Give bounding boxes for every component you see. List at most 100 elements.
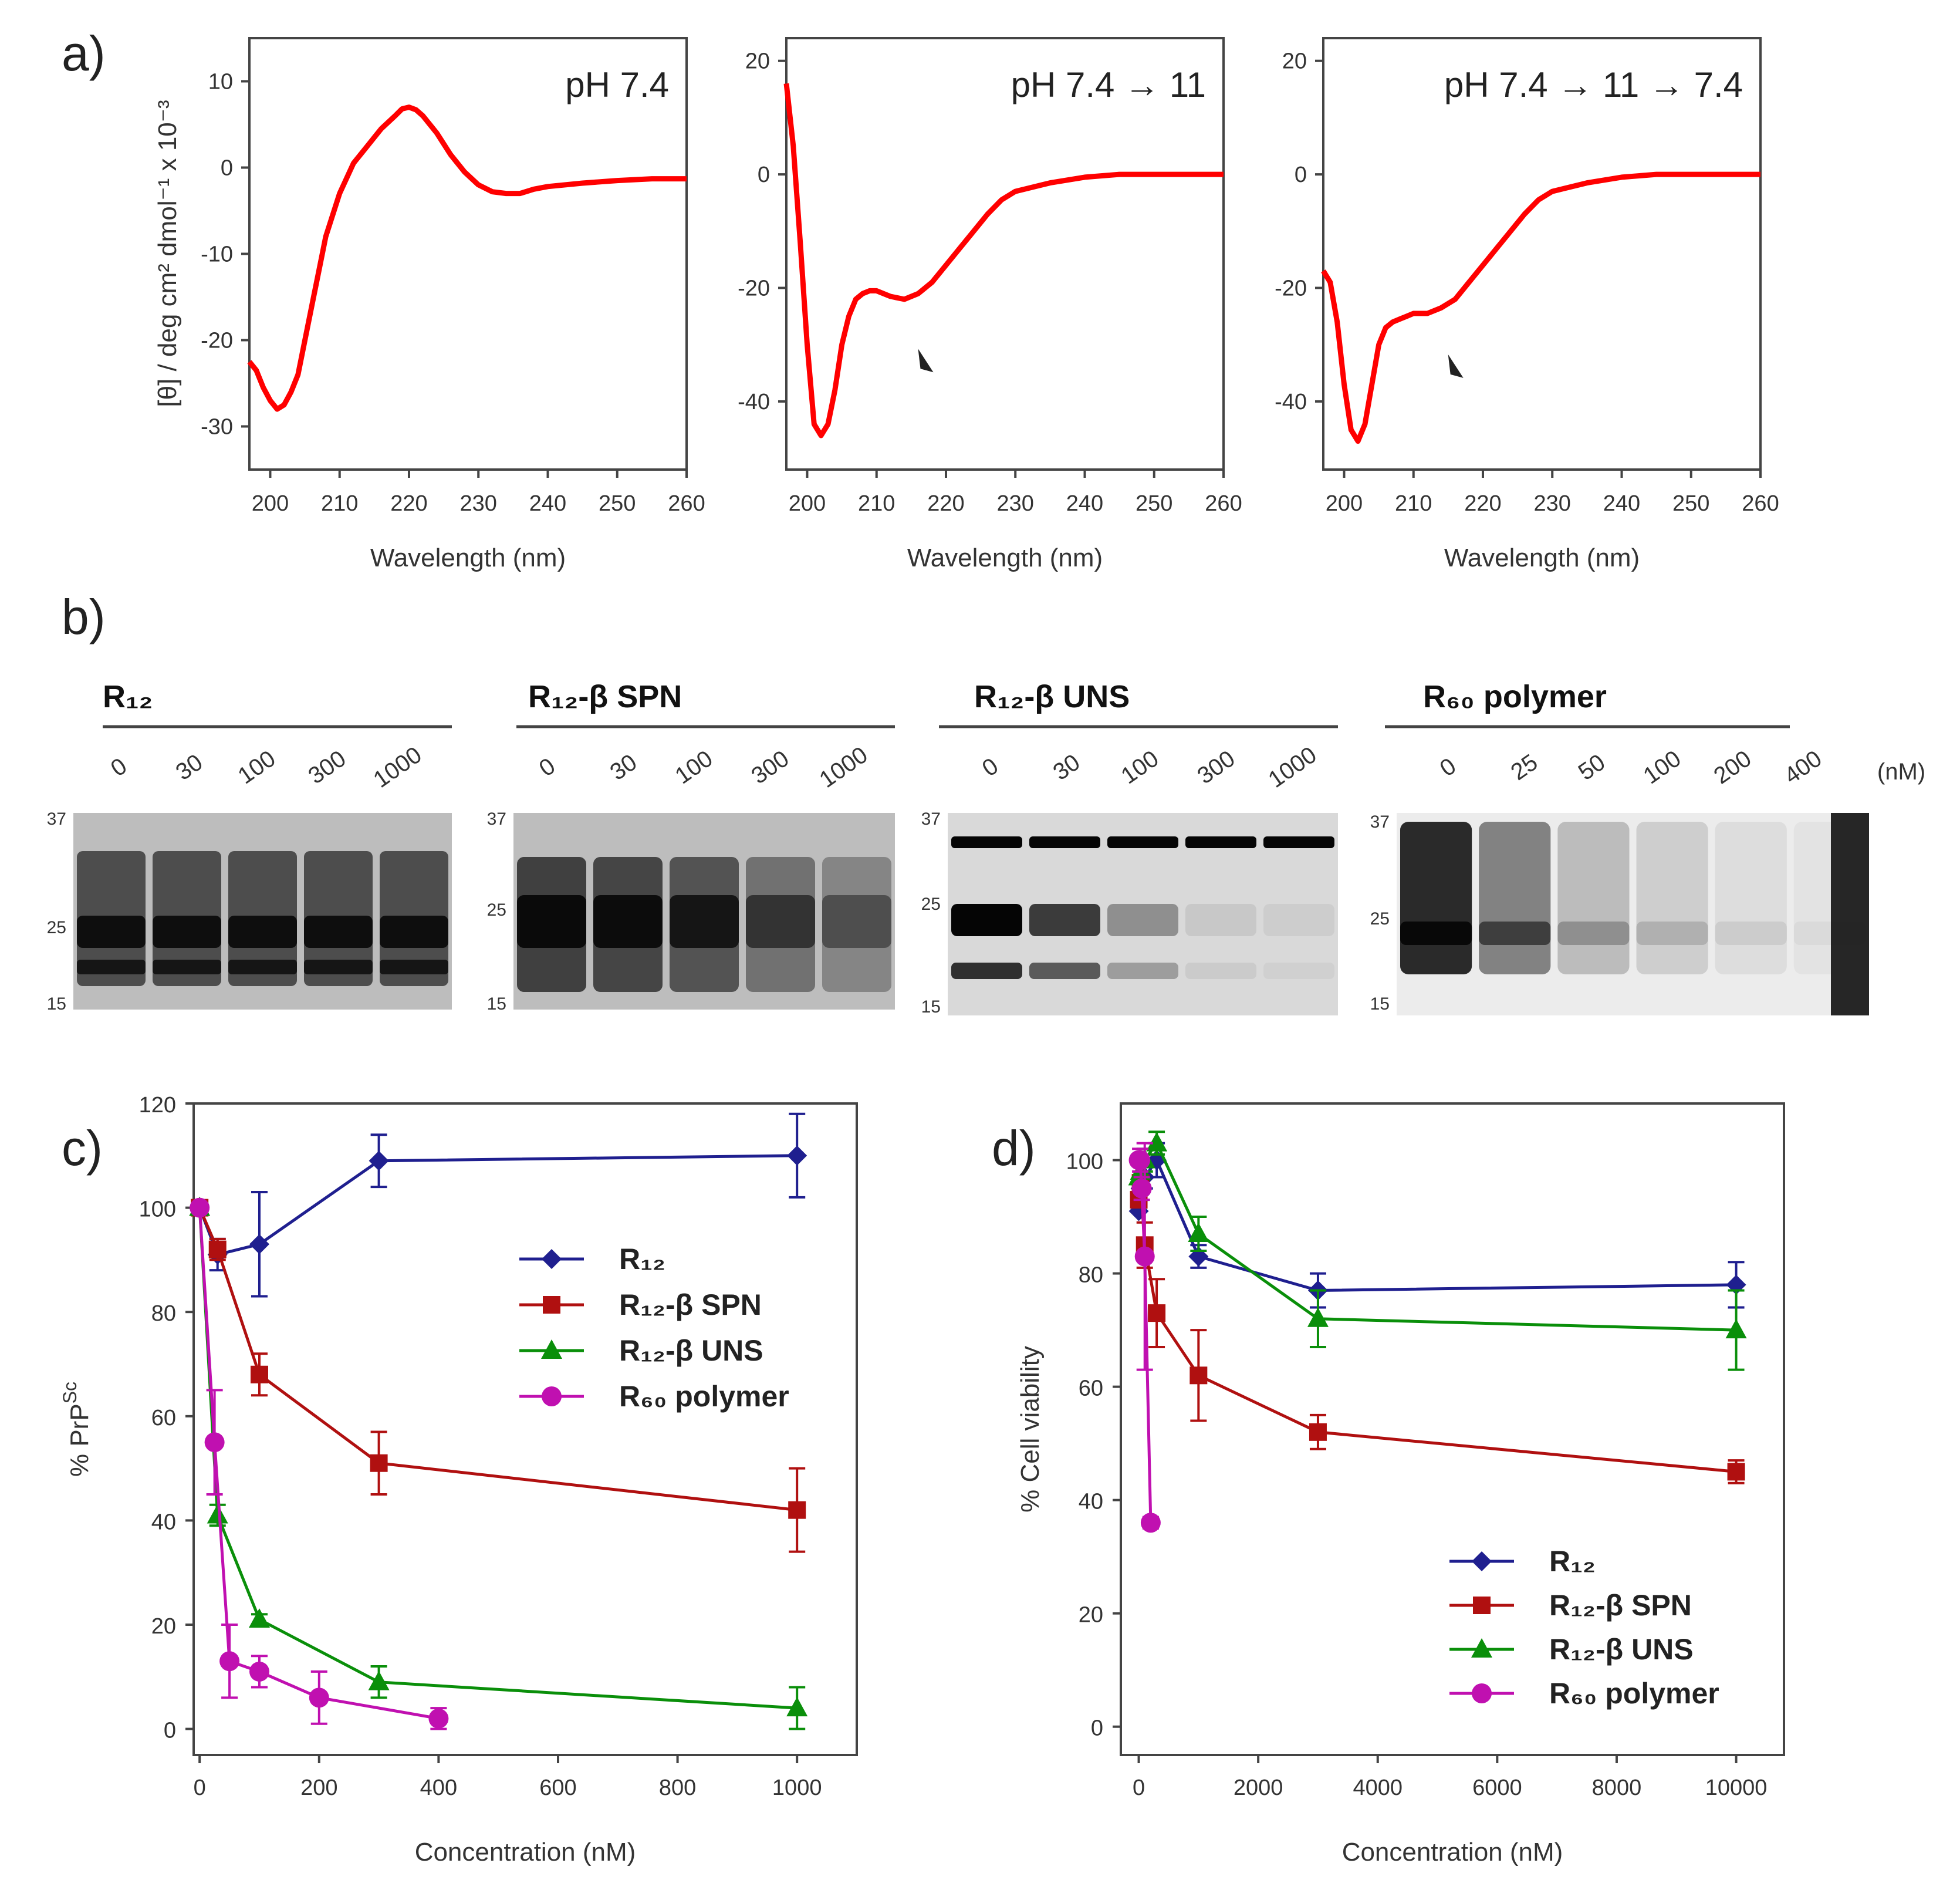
mw-marker: 15 xyxy=(487,994,506,1014)
x-tick-label: 240 xyxy=(1066,491,1103,516)
blot-band-top xyxy=(1185,836,1256,848)
blot-band xyxy=(822,895,891,948)
x-tick-label: 240 xyxy=(1603,491,1640,516)
blot-band xyxy=(380,916,448,948)
data-point xyxy=(428,1708,449,1729)
y-tick-label: 20 xyxy=(1282,49,1307,74)
data-point xyxy=(1189,1366,1208,1385)
data-point xyxy=(204,1432,225,1453)
y-tick-label: 60 xyxy=(151,1406,176,1430)
y-tick-label: 100 xyxy=(139,1197,176,1222)
y-tick-label: -10 xyxy=(201,242,233,267)
gel-title: R₆₀ polymer xyxy=(1423,679,1607,714)
gel-title: R₁₂-β SPN xyxy=(528,679,682,714)
x-tick-label: 8000 xyxy=(1592,1776,1642,1800)
data-point xyxy=(219,1651,240,1672)
legend-label: R₁₂-β SPN xyxy=(1549,1589,1692,1622)
y-tick-label: 80 xyxy=(151,1301,176,1326)
blot-band-top xyxy=(1263,836,1334,848)
blot-band xyxy=(1107,904,1178,936)
data-point xyxy=(370,1454,388,1472)
blot-band xyxy=(1185,963,1256,979)
lane-label: 0 xyxy=(1435,753,1461,782)
blot-band xyxy=(1185,904,1256,936)
x-tick-label: 250 xyxy=(599,491,636,516)
lane-label: 30 xyxy=(1049,750,1085,786)
y-tick-label: 10 xyxy=(208,70,233,95)
blot-band xyxy=(1715,922,1787,945)
x-tick-label: 220 xyxy=(390,491,427,516)
series-line xyxy=(198,1207,797,1710)
x-tick-label: 220 xyxy=(1464,491,1501,516)
lane-label: 100 xyxy=(671,745,718,789)
lane-label: 100 xyxy=(1639,745,1686,789)
lane-label: 50 xyxy=(1574,750,1610,786)
data-point xyxy=(788,1501,806,1519)
lane-label: 300 xyxy=(304,745,351,789)
mw-marker: 37 xyxy=(1370,812,1390,832)
x-tick-label: 800 xyxy=(659,1776,696,1800)
x-tick-label: 250 xyxy=(1136,491,1172,516)
blot-band xyxy=(1107,963,1178,979)
y-axis-label: % PrPSc xyxy=(59,1382,94,1477)
mw-marker: 37 xyxy=(921,809,941,829)
data-point xyxy=(1140,1513,1161,1533)
legend-label: R₆₀ polymer xyxy=(1549,1677,1719,1710)
gel-unit-label: (nM) xyxy=(1877,759,1925,785)
lane-label: 1000 xyxy=(815,742,872,793)
x-tick-label: 0 xyxy=(1133,1776,1145,1800)
y-tick-label: -40 xyxy=(738,390,770,414)
data-point xyxy=(1307,1307,1329,1327)
blot-band xyxy=(1557,922,1630,945)
y-tick-label: 0 xyxy=(221,156,233,181)
y-tick-label: 80 xyxy=(1079,1263,1103,1288)
x-tick-label: 400 xyxy=(420,1776,457,1800)
x-tick-label: 0 xyxy=(194,1776,206,1800)
data-point xyxy=(542,1249,562,1269)
x-tick-label: 4000 xyxy=(1353,1776,1403,1800)
y-tick-label: 40 xyxy=(1079,1490,1103,1514)
data-point xyxy=(249,1661,269,1682)
y-tick-label: -20 xyxy=(201,329,233,353)
cd-panel-title: pH 7.4 xyxy=(565,65,669,104)
y-axis-label: % Cell viability xyxy=(1016,1346,1045,1513)
cd-panel-title: pH 7.4 → 11 → 7.4 xyxy=(1444,65,1743,104)
data-point xyxy=(1472,1551,1492,1571)
y-tick-label: 120 xyxy=(139,1093,176,1118)
data-point xyxy=(1725,1319,1747,1339)
lane-label: 1000 xyxy=(1263,742,1321,793)
x-tick-label: 250 xyxy=(1672,491,1709,516)
prpsc-plot-frame xyxy=(192,1102,858,1756)
gel-title: R₁₂ xyxy=(103,679,153,714)
data-point xyxy=(1473,1597,1491,1614)
data-point xyxy=(1131,1178,1152,1199)
x-axis-label: Wavelength (nm) xyxy=(1444,544,1640,572)
blot-band xyxy=(670,895,739,948)
mw-marker: 37 xyxy=(487,809,506,829)
viability-plot-frame xyxy=(1120,1102,1785,1756)
blot-band xyxy=(153,916,221,948)
panel-c-prpsc-chart: 0 200 400 600 800 1000 0 20 40 60 80 100 120 Concentr… xyxy=(59,1093,858,1867)
blot-band xyxy=(228,916,297,948)
arrowhead-marker xyxy=(918,349,934,373)
mw-marker: 25 xyxy=(1370,909,1390,929)
x-tick-label: 260 xyxy=(1742,491,1779,516)
blot-band xyxy=(1400,922,1472,945)
lane-label: 30 xyxy=(171,750,208,786)
lane-label: 0 xyxy=(106,753,131,782)
lane-label: 0 xyxy=(535,753,560,782)
x-axis-label: Wavelength (nm) xyxy=(370,544,566,572)
data-point xyxy=(208,1240,227,1258)
arrowhead-marker xyxy=(1448,354,1464,378)
y-tick-label: -20 xyxy=(738,276,770,301)
mw-marker: 15 xyxy=(921,997,941,1017)
x-tick-label: 210 xyxy=(1395,491,1432,516)
data-point xyxy=(1146,1132,1168,1152)
cd-spectrum-line xyxy=(1321,171,1760,444)
data-point xyxy=(543,1296,560,1314)
x-axis-label: Concentration (nM) xyxy=(1342,1838,1563,1867)
cd-plot-frame-3 xyxy=(1322,37,1762,471)
series-line xyxy=(1137,1157,1736,1292)
y-axis-label-superscript: Sc xyxy=(59,1382,80,1403)
blot-band xyxy=(380,960,448,974)
